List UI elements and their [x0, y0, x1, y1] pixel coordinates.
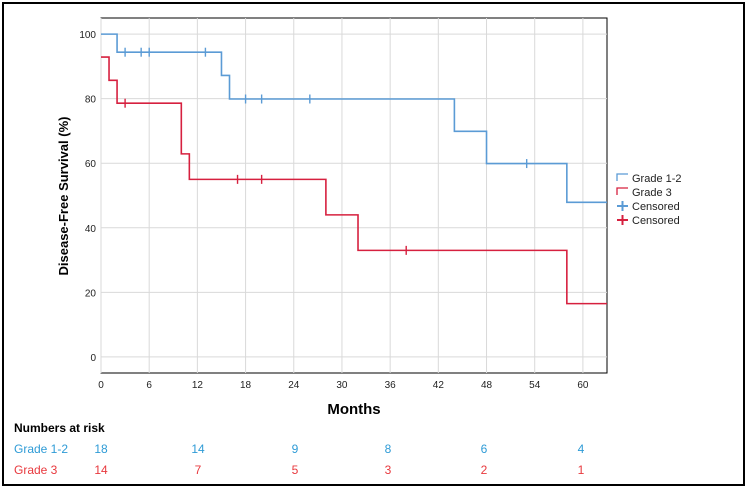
legend-item: Grade 1-2 — [616, 173, 682, 185]
risk-count: 8 — [384, 442, 392, 456]
series-group — [101, 33, 607, 305]
legend-item: Censored — [617, 201, 680, 213]
risk-count: 3 — [384, 463, 392, 477]
risk-count: 14 — [94, 463, 108, 477]
km-chart: 0 6 12 18 24 30 36 42 48 54 60 0 20 40 60 80 100 Grade 1… — [56, 17, 682, 418]
y-tick-label: 40 — [85, 224, 97, 235]
risk-count: 5 — [291, 463, 299, 477]
x-tick-label: 6 — [146, 380, 152, 391]
series-line-grade-3 — [101, 56, 607, 305]
x-axis-label: Months — [327, 401, 380, 418]
y-tick-label: 100 — [79, 30, 96, 41]
legend-label: Grade 3 — [632, 187, 672, 199]
x-tick-label: 60 — [577, 380, 589, 391]
risk-table-title: Numbers at risk — [14, 421, 105, 435]
risk-count: 1 — [577, 463, 585, 477]
plot-area — [100, 17, 608, 374]
y-tick-label: 60 — [85, 159, 97, 170]
legend-step-swatch — [616, 173, 628, 181]
y-tick-label: 0 — [90, 353, 96, 364]
risk-count: 4 — [577, 442, 585, 456]
legend-item: Grade 3 — [616, 187, 672, 199]
risk-count: 7 — [194, 463, 202, 477]
x-tick-label: 48 — [481, 380, 493, 391]
y-tick-label: 20 — [85, 288, 97, 299]
x-tick-label: 24 — [288, 380, 300, 391]
x-tick-label: 54 — [529, 380, 541, 391]
grid-lines — [100, 18, 607, 373]
risk-row-label: Grade 1-2 — [14, 442, 69, 456]
x-tick-label: 36 — [385, 380, 397, 391]
legend-item: Censored — [617, 215, 680, 227]
legend-label: Censored — [632, 215, 680, 227]
series-line-grade-1-2 — [101, 33, 607, 204]
legend-label: Censored — [632, 201, 680, 213]
axis-ticks: 0 6 12 18 24 30 36 42 48 54 60 0 20 40 60 80 100 — [79, 30, 589, 391]
x-tick-label: 12 — [192, 380, 204, 391]
risk-count: 18 — [94, 442, 108, 456]
risk-count: 6 — [480, 442, 488, 456]
legend-label: Grade 1-2 — [632, 173, 682, 185]
legend: Grade 1-2 Grade 3 Censored Censored — [616, 173, 682, 227]
y-axis-label: Disease-Free Survival (%) — [56, 117, 71, 276]
x-tick-label: 42 — [433, 380, 445, 391]
risk-row-label: Grade 3 — [14, 463, 58, 477]
risk-count: 9 — [291, 442, 299, 456]
x-tick-label: 30 — [336, 380, 348, 391]
risk-count: 14 — [191, 442, 205, 456]
x-tick-label: 18 — [240, 380, 252, 391]
y-tick-label: 80 — [85, 95, 97, 106]
x-tick-label: 0 — [98, 380, 104, 391]
risk-count: 2 — [480, 463, 488, 477]
legend-step-swatch — [616, 187, 628, 195]
